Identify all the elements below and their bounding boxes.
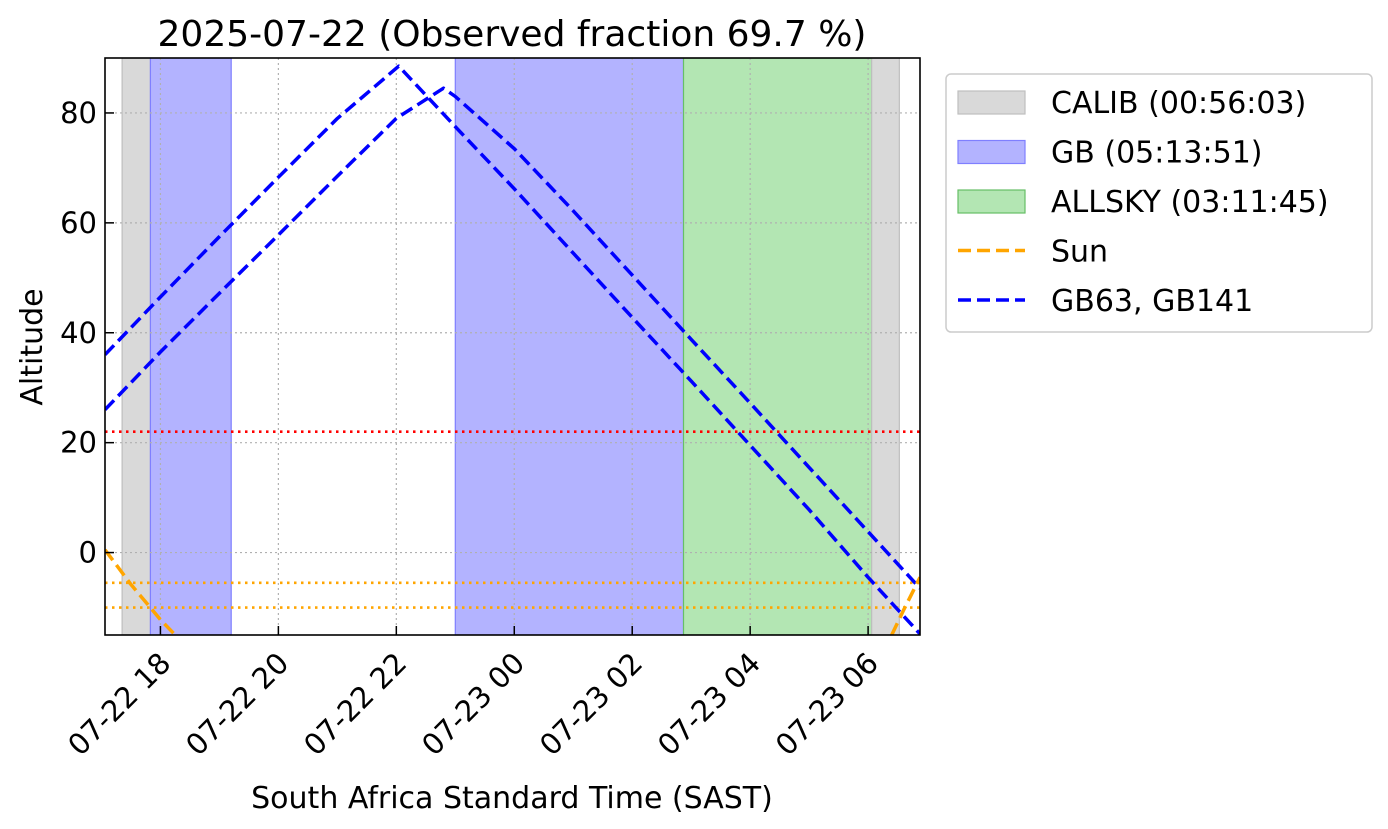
- legend-label: Sun: [1051, 235, 1108, 270]
- y-tick-label: 60: [60, 206, 97, 240]
- x-tick-label: 07-22 22: [297, 646, 413, 762]
- y-tick-label: 40: [60, 316, 97, 350]
- allsky-legend-swatch: [957, 189, 1026, 214]
- y-axis-ticks: 0 20 40 60 80: [60, 96, 114, 570]
- legend-box: [945, 73, 1373, 333]
- x-tick-label: 07-23 00: [415, 646, 531, 762]
- target-altitude-line: [105, 86, 920, 590]
- plot-frame: [104, 57, 921, 636]
- gb-span: [454, 58, 685, 635]
- legend-label: ALLSKY (03:11:45): [1051, 185, 1329, 220]
- reference-lines: [105, 430, 920, 609]
- sun-altitude-line: [890, 576, 920, 635]
- x-tick-label: 07-22 20: [179, 646, 295, 762]
- y-tick-label: 20: [60, 426, 97, 460]
- y-tick-label: 0: [79, 536, 97, 570]
- y-tick-label: 80: [60, 96, 97, 130]
- legend-label: GB (05:13:51): [1051, 136, 1263, 171]
- x-axis-ticks: 07-22 18 07-22 20 07-22 22 07-23 00 07-23 02…: [61, 626, 885, 762]
- gridlines: [105, 58, 920, 635]
- x-tick-label: 07-23 06: [769, 646, 885, 762]
- legend-label: CALIB (00:56:03): [1051, 86, 1306, 121]
- plot-area: 07-22 18 07-22 20 07-22 22 07-23 00 07-23 02…: [60, 57, 921, 762]
- allsky-span: [682, 58, 873, 635]
- x-tick-label: 07-23 04: [651, 646, 767, 762]
- y-axis-label: Altitude: [15, 288, 50, 405]
- calib-span: [121, 58, 152, 635]
- observation-spans: [121, 58, 900, 635]
- legend-label: GB63, GB141: [1051, 284, 1253, 319]
- target-altitude-line: [105, 64, 920, 635]
- calib-legend-swatch: [957, 90, 1026, 115]
- gb-legend-swatch: [957, 139, 1026, 165]
- x-tick-label: 07-22 18: [61, 646, 177, 762]
- series-lines: [105, 64, 920, 635]
- x-tick-label: 07-23 02: [533, 646, 649, 762]
- x-axis-label: South Africa Standard Time (SAST): [251, 781, 773, 816]
- gb-span: [149, 58, 232, 635]
- legend: CALIB (00:56:03) GB (05:13:51) ALLSKY (03:…: [945, 73, 1373, 333]
- chart-title: 2025-07-22 (Observed fraction 69.7 %): [158, 14, 867, 55]
- sun-altitude-line: [105, 548, 177, 635]
